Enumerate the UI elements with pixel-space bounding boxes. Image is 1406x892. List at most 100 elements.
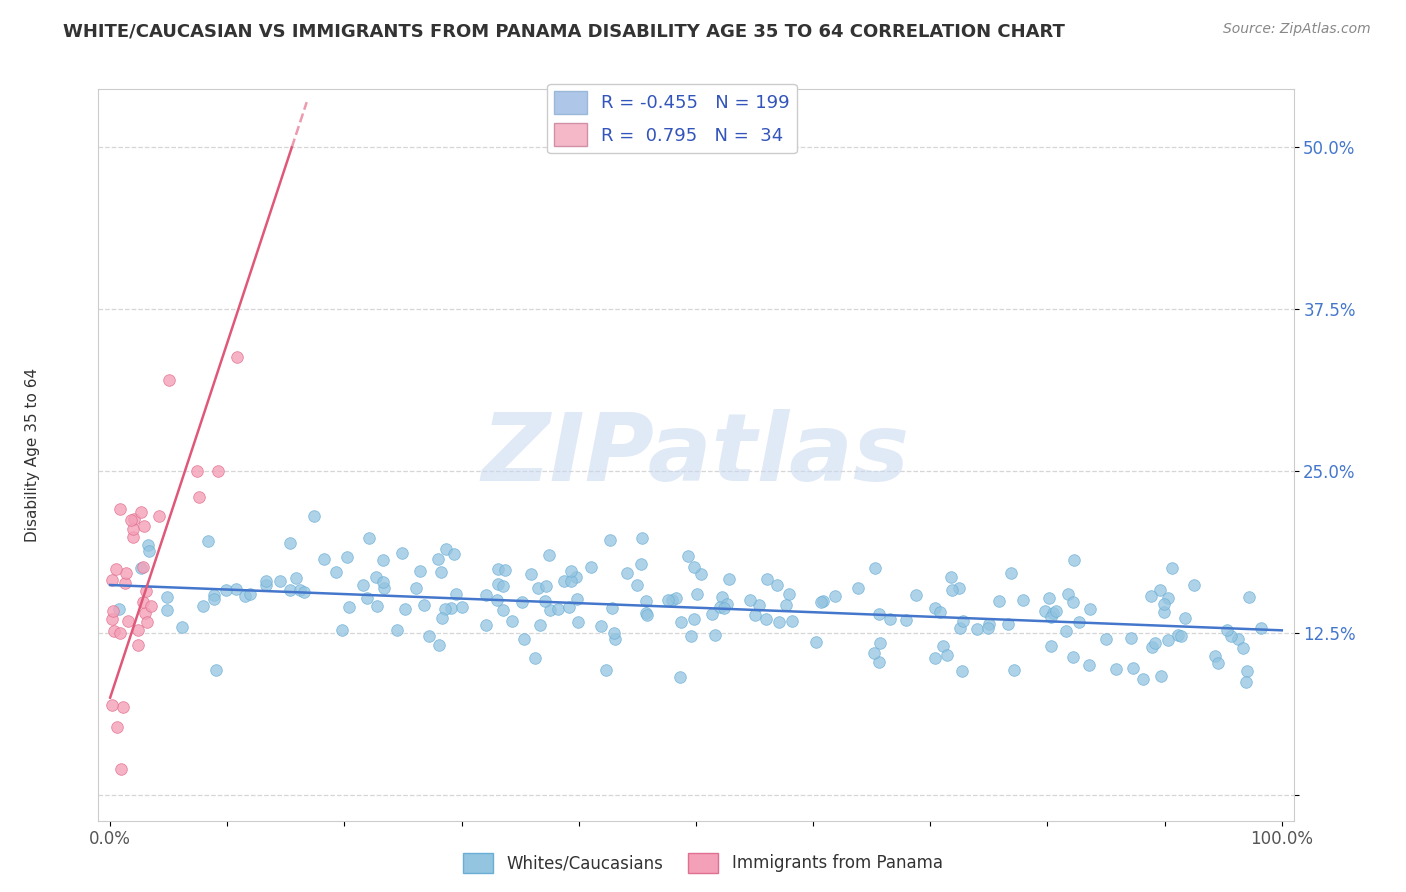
Point [683, 560, 706, 574]
Point [1069, 615, 1091, 629]
Point [661, 593, 683, 607]
Point [1045, 603, 1067, 617]
Point [501, 614, 523, 628]
Point [948, 582, 970, 596]
Point [1139, 589, 1161, 603]
Point [669, 670, 692, 684]
Point [671, 615, 693, 629]
Point [846, 581, 869, 595]
Point [434, 601, 457, 615]
Point [371, 575, 394, 590]
Point [108, 602, 131, 616]
Point [233, 589, 256, 603]
Point [427, 552, 450, 566]
Point [599, 533, 621, 548]
Point [678, 549, 700, 563]
Point [117, 615, 139, 629]
Point [558, 600, 581, 615]
Point [112, 700, 135, 714]
Point [430, 565, 453, 579]
Point [1232, 641, 1254, 656]
Point [664, 591, 686, 605]
Point [950, 664, 973, 678]
Point [475, 588, 498, 602]
Point [987, 594, 1010, 608]
Point [443, 547, 465, 561]
Point [997, 617, 1019, 632]
Point [105, 720, 128, 734]
Point [120, 513, 142, 527]
Point [103, 603, 125, 617]
Point [1144, 635, 1167, 649]
Point [748, 598, 770, 612]
Point [1250, 621, 1272, 635]
Point [1054, 624, 1077, 639]
Point [603, 632, 626, 647]
Point [657, 593, 679, 607]
Point [1062, 649, 1084, 664]
Point [122, 512, 145, 526]
Point [595, 663, 617, 677]
Point [717, 572, 740, 586]
Point [1142, 640, 1164, 654]
Point [513, 632, 536, 646]
Point [538, 603, 561, 617]
Point [239, 587, 262, 601]
Point [529, 618, 551, 632]
Point [634, 594, 657, 608]
Point [591, 618, 613, 632]
Point [704, 628, 727, 642]
Point [202, 588, 225, 602]
Point [931, 640, 953, 654]
Point [1153, 597, 1175, 611]
Point [630, 532, 652, 546]
Point [385, 623, 408, 637]
Point [1206, 657, 1229, 671]
Point [616, 566, 638, 581]
Point [440, 601, 463, 615]
Point [1153, 605, 1175, 619]
Point [713, 601, 735, 615]
Point [626, 578, 648, 592]
Point [356, 591, 378, 606]
Point [1042, 606, 1064, 620]
Point [101, 698, 124, 712]
Point [188, 490, 211, 504]
Point [129, 560, 152, 574]
Point [127, 638, 149, 652]
Point [486, 577, 509, 591]
Point [863, 647, 886, 661]
Point [977, 621, 1000, 635]
Point [170, 620, 193, 634]
Point [579, 559, 602, 574]
Point [135, 583, 157, 598]
Point [1219, 629, 1241, 643]
Point [225, 350, 247, 364]
Point [1062, 594, 1084, 608]
Point [685, 587, 707, 601]
Point [101, 573, 124, 587]
Point [679, 628, 702, 642]
Point [879, 612, 901, 626]
Point [810, 595, 832, 609]
Point [756, 572, 779, 586]
Point [952, 614, 974, 628]
Point [1216, 623, 1239, 637]
Point [138, 543, 160, 558]
Point [413, 598, 436, 612]
Point [391, 546, 413, 560]
Point [1226, 632, 1249, 646]
Point [284, 571, 307, 585]
Point [538, 548, 561, 562]
Text: WHITE/CAUCASIAN VS IMMIGRANTS FROM PANAMA DISABILITY AGE 35 TO 64 CORRELATION CH: WHITE/CAUCASIAN VS IMMIGRANTS FROM PANAM… [63, 22, 1066, 40]
Point [1170, 629, 1192, 643]
Point [215, 582, 238, 597]
Point [780, 614, 803, 628]
Point [139, 599, 162, 614]
Point [132, 595, 155, 609]
Point [560, 564, 582, 578]
Point [254, 574, 277, 588]
Point [1094, 632, 1116, 647]
Point [366, 599, 388, 613]
Point [427, 638, 450, 652]
